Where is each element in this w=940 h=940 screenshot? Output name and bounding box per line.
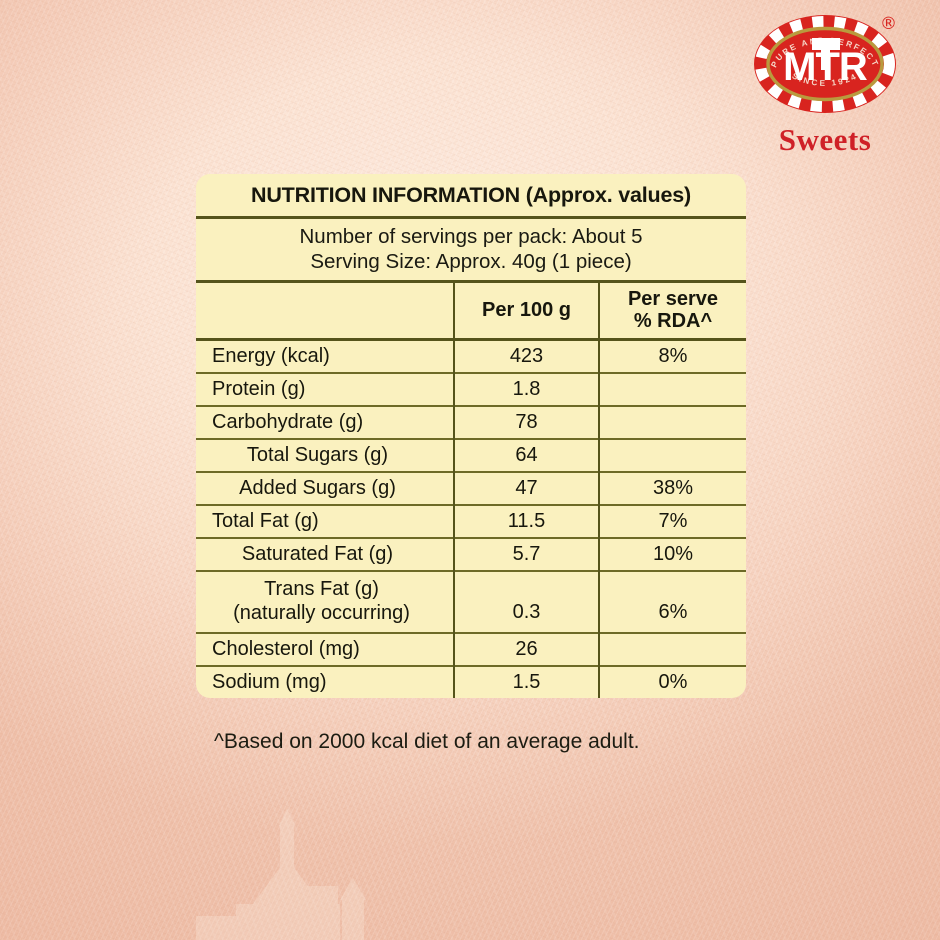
registered-trademark-icon: ® [880, 14, 897, 34]
mtr-logo-icon: PURE AND PERFECT SINCE 1924 MTR [754, 15, 896, 113]
table-row: Sodium (mg) 1.5 0% [196, 665, 746, 698]
row-label: Total Sugars (g) [196, 438, 454, 472]
row-label: Carbohydrate (g) [196, 405, 454, 439]
row-per-serve-rda: 7% [598, 504, 746, 538]
row-per-100g: 47 [453, 471, 599, 505]
nutrition-information-panel: NUTRITION INFORMATION (Approx. values) N… [196, 174, 746, 698]
rda-footnote: ^Based on 2000 kcal diet of an average a… [214, 730, 640, 753]
row-per-serve-rda: 0% [598, 665, 746, 698]
serving-info-block: Number of servings per pack: About 5 Ser… [196, 219, 746, 283]
row-label: Saturated Fat (g) [196, 537, 454, 571]
table-row: Saturated Fat (g) 5.7 10% [196, 537, 746, 571]
row-per-100g: 5.7 [453, 537, 599, 571]
table-row: Trans Fat (g) (naturally occurring) 0.3 … [196, 570, 746, 633]
row-per-100g: 1.8 [453, 372, 599, 406]
nutrition-table: Per 100 g Per serve % RDA^ Energy (kcal)… [196, 283, 746, 698]
row-per-100g: 26 [453, 632, 599, 666]
header-per-100g: Per 100 g [453, 283, 599, 341]
row-label: Added Sugars (g) [196, 471, 454, 505]
row-label: Cholesterol (mg) [196, 632, 454, 666]
table-row: Added Sugars (g) 47 38% [196, 471, 746, 505]
brand-block: PURE AND PERFECT SINCE 1924 MTR ® Sweets [730, 8, 920, 158]
row-per-100g: 1.5 [453, 665, 599, 698]
header-nutrient-blank [196, 283, 454, 341]
table-header-row: Per 100 g Per serve % RDA^ [196, 283, 746, 341]
row-per-100g: 0.3 [453, 570, 599, 633]
table-row: Protein (g) 1.8 [196, 372, 746, 406]
table-row: Total Fat (g) 11.5 7% [196, 504, 746, 538]
table-row: Total Sugars (g) 64 [196, 438, 746, 472]
row-per-serve-rda: 10% [598, 537, 746, 571]
table-row: Cholesterol (mg) 26 [196, 632, 746, 666]
nutrition-panel-title: NUTRITION INFORMATION (Approx. values) [196, 174, 746, 219]
header-per-serve-line1: Per serve [627, 288, 719, 310]
header-per-serve-line2: % RDA^ [633, 310, 713, 332]
row-per-serve-rda [598, 405, 746, 439]
table-row: Carbohydrate (g) 78 [196, 405, 746, 439]
row-per-100g: 423 [453, 339, 599, 373]
row-per-serve-rda [598, 438, 746, 472]
servings-per-pack-text: Number of servings per pack: About 5 [299, 225, 643, 248]
nutrition-table-body: Energy (kcal) 423 8% Protein (g) 1.8 Car… [196, 339, 746, 698]
row-per-100g: 78 [453, 405, 599, 439]
header-per-serve-rda: Per serve % RDA^ [598, 283, 746, 341]
serving-size-text: Serving Size: Approx. 40g (1 piece) [310, 250, 632, 273]
row-per-100g: 11.5 [453, 504, 599, 538]
brand-sub-label: Sweets [778, 122, 872, 157]
nutrition-table-head: Per 100 g Per serve % RDA^ [196, 283, 746, 341]
row-label: Sodium (mg) [196, 665, 454, 698]
row-per-100g: 64 [453, 438, 599, 472]
row-label: Energy (kcal) [212, 345, 330, 367]
row-per-serve-rda: 6% [598, 570, 746, 633]
row-label: Protein (g) [196, 372, 454, 406]
row-label: Total Fat (g) [196, 504, 454, 538]
row-per-serve-rda [598, 372, 746, 406]
table-row: Energy (kcal) 423 8% [196, 339, 746, 373]
row-label-line2: (naturally occurring) [233, 602, 410, 624]
row-label: Trans Fat (g) (naturally occurring) [196, 570, 454, 633]
row-per-serve-rda: 8% [598, 339, 746, 373]
row-per-serve-rda: 38% [598, 471, 746, 505]
mtr-logo: PURE AND PERFECT SINCE 1924 MTR ® [750, 8, 900, 116]
row-per-serve-rda [598, 632, 746, 666]
row-label-line1: Trans Fat (g) [264, 578, 379, 601]
